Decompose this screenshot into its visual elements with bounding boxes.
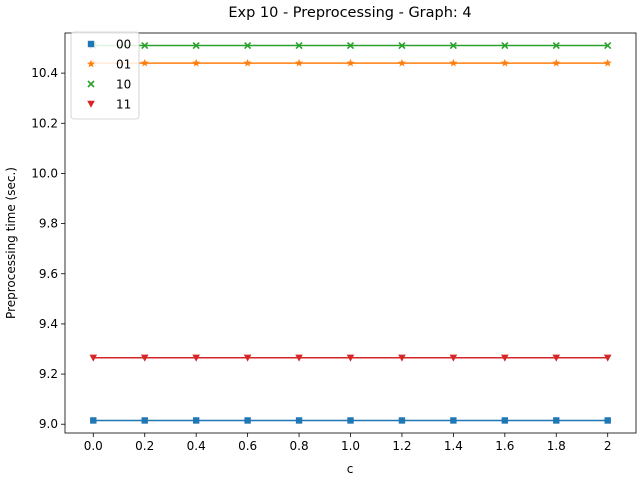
data-point-10-2 — [192, 41, 200, 50]
data-point-10-8 — [501, 41, 509, 50]
data-point-01-5 — [346, 58, 355, 67]
x-tick-label: 0.8 — [290, 439, 309, 453]
data-point-00-5 — [347, 417, 354, 424]
data-point-11-5 — [346, 354, 355, 362]
x-tick-label: 1.0 — [341, 439, 360, 453]
data-point-00-6 — [398, 417, 406, 424]
legend-label-01: 01 — [116, 58, 131, 72]
y-tick-label: 9.2 — [39, 367, 58, 381]
x-tick-label: 1.6 — [495, 439, 514, 453]
x-tick-label: 0.0 — [84, 439, 103, 453]
y-tick-label: 10.4 — [31, 66, 58, 80]
series-01 — [89, 58, 612, 67]
data-point-01-9 — [552, 58, 561, 67]
data-point-00-4 — [295, 417, 303, 424]
data-point-00-0 — [90, 417, 97, 424]
data-point-00-2 — [192, 417, 200, 424]
plot-area: 0.0 0.2 0.4 0.6 0.8 1.0 1.2 1.4 1.6 1.8 2 9.0 9.2 9.4… — [31, 31, 637, 453]
data-point-10-4 — [295, 41, 303, 50]
data-point-11-8 — [501, 354, 509, 362]
legend-box — [70, 31, 140, 120]
legend-marker-01 — [87, 59, 95, 68]
data-point-10-7 — [449, 41, 457, 50]
legend-label-10: 10 — [116, 78, 131, 92]
series-10 — [89, 41, 612, 50]
data-point-00-9 — [553, 417, 560, 424]
data-point-11-3 — [243, 354, 252, 362]
data-point-01-2 — [192, 58, 201, 67]
data-point-00-1 — [141, 417, 148, 424]
legend-marker-11 — [87, 100, 95, 108]
chart-title: Exp 10 - Preprocessing - Graph: 4 — [228, 5, 471, 21]
legend-marker-10 — [87, 80, 95, 88]
data-point-01-1 — [140, 58, 149, 67]
data-point-11-0 — [89, 354, 98, 362]
x-tick-label: 0.6 — [238, 439, 257, 453]
y-tick-label: 10.2 — [31, 116, 58, 130]
data-point-00-8 — [501, 417, 509, 424]
data-point-01-8 — [500, 58, 509, 67]
data-point-11-1 — [140, 354, 149, 362]
y-tick-label: 9.0 — [39, 417, 58, 431]
data-point-10-9 — [552, 41, 560, 50]
legend-label-00: 00 — [116, 38, 131, 52]
data-point-01-10 — [603, 58, 612, 67]
data-point-11-2 — [192, 354, 200, 362]
axes-frame — [64, 32, 637, 434]
data-point-11-9 — [552, 354, 561, 362]
y-tick-label: 9.6 — [39, 267, 58, 281]
y-tick-label: 9.4 — [39, 317, 58, 331]
data-point-01-6 — [397, 58, 406, 67]
data-point-01-4 — [295, 58, 304, 67]
x-tick-label: 1.2 — [392, 439, 411, 453]
data-point-01-3 — [243, 58, 252, 67]
data-point-10-5 — [346, 41, 355, 50]
data-point-00-10 — [604, 417, 611, 424]
y-axis-label: Preprocessing time (sec.) — [4, 167, 18, 319]
x-axis-label: c — [347, 462, 354, 476]
data-point-00-3 — [244, 417, 251, 424]
data-point-10-1 — [141, 41, 149, 50]
data-point-11-4 — [295, 354, 303, 362]
x-tick-label: 0.2 — [135, 439, 154, 453]
x-tick-label: 1.8 — [547, 439, 566, 453]
data-point-10-6 — [398, 41, 406, 50]
data-point-10-3 — [244, 41, 252, 50]
series-11 — [89, 354, 612, 362]
data-point-10-10 — [604, 41, 612, 50]
legend: 00 01 10 11 — [70, 31, 140, 120]
legend-label-11: 11 — [116, 98, 131, 112]
y-tick-label: 9.8 — [39, 217, 58, 231]
x-tick-label: 2 — [604, 439, 612, 453]
x-tick-label: 0.4 — [187, 439, 206, 453]
data-point-11-10 — [603, 354, 612, 362]
y-tick-label: 10.0 — [31, 166, 58, 180]
data-point-11-7 — [449, 354, 458, 362]
legend-marker-00 — [87, 40, 95, 48]
data-point-11-6 — [398, 354, 406, 362]
data-point-01-7 — [449, 58, 458, 67]
x-tick-label: 1.4 — [444, 439, 463, 453]
series-00 — [90, 417, 611, 424]
data-point-00-7 — [450, 417, 457, 424]
